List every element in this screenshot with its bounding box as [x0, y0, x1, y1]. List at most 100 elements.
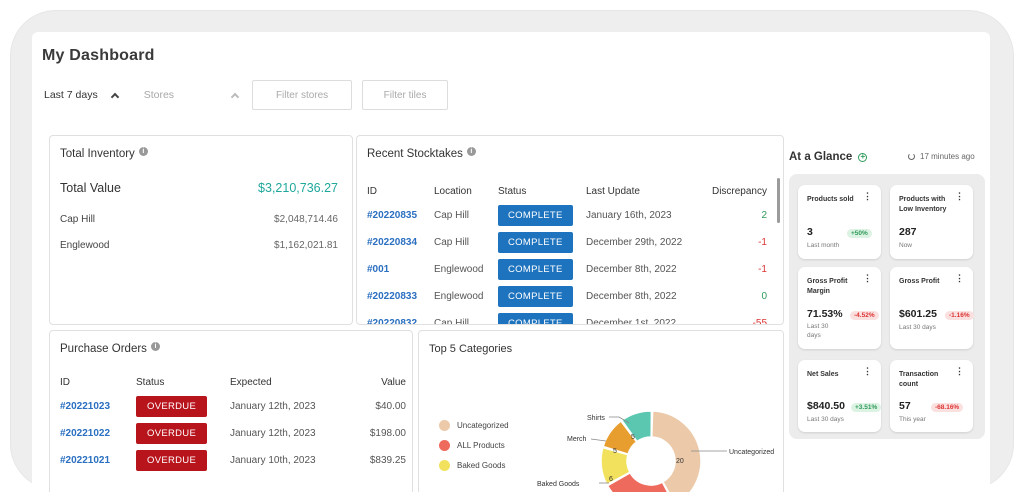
info-icon[interactable]: i	[150, 341, 160, 351]
location-cell: Cap Hill	[434, 210, 470, 221]
last-update-cell: December 8th, 2022	[586, 291, 677, 302]
total-value-row: Total Value $3,210,736.27	[60, 181, 338, 195]
discrepancy-cell: 0	[761, 291, 767, 302]
column-header: ID	[367, 185, 377, 197]
info-icon[interactable]: i	[466, 146, 476, 156]
tile-value: 57	[899, 400, 911, 412]
table-row: #20220833 Englewood COMPLETE December 8t…	[367, 283, 767, 310]
metric-tile[interactable]: Products sold ⋮ 3 +50% Last month	[798, 185, 881, 259]
tile-title: Transaction count	[899, 371, 939, 388]
purchase-order-id-link[interactable]: #20221021	[60, 455, 111, 466]
refresh-icon[interactable]	[908, 153, 915, 160]
donut-slice-merch[interactable]	[602, 420, 638, 455]
last-update-cell: December 8th, 2022	[586, 264, 677, 275]
more-options-icon[interactable]: ⋮	[863, 191, 872, 201]
change-badge: -68.16%	[931, 403, 964, 412]
status-badge: COMPLETE	[498, 259, 573, 280]
change-badge: -4.52%	[850, 311, 879, 320]
slice-label-baked-goods: Baked Goods	[537, 481, 580, 488]
column-header: Discrepancy	[711, 185, 767, 197]
metric-tile[interactable]: Net Sales ⋮ $840.50 +3.51% Last 30 days	[798, 360, 882, 432]
leader-line	[590, 438, 607, 442]
page-title: My Dashboard	[42, 47, 155, 64]
metric-tile[interactable]: Gross Profit ⋮ $601.25 -1.16% Last 30 da…	[890, 267, 974, 349]
legend-item[interactable]: ALL Products	[439, 435, 509, 455]
total-inventory-title: Total Inventory	[60, 148, 135, 160]
tile-value: 287	[899, 226, 917, 238]
table-row: #20221023 OVERDUE January 12th, 2023 $40…	[60, 393, 406, 420]
discrepancy-cell: 2	[761, 210, 767, 221]
date-range-dropdown[interactable]: Last 7 days	[44, 89, 119, 102]
donut-slice-baked-goods[interactable]	[600, 446, 631, 486]
purchase-order-id-link[interactable]: #20221023	[60, 401, 111, 412]
tile-title: Gross Profit	[899, 278, 940, 285]
metric-tile[interactable]: Transaction count ⋮ 57 -68.16% This year	[890, 360, 973, 432]
location-cell: Cap Hill	[434, 318, 470, 325]
table-row: #20220834 Cap Hill COMPLETE December 29t…	[367, 229, 767, 256]
stocktake-id-link[interactable]: #20220835	[367, 210, 418, 221]
stores-dropdown[interactable]: Stores	[144, 89, 240, 102]
table-header: ID Location Status Last Update Discrepan…	[367, 180, 767, 202]
tile-title: Gross Profit Margin	[807, 278, 848, 295]
tile-value: $840.50	[807, 400, 845, 412]
filter-stores-button[interactable]: Filter stores	[252, 80, 353, 110]
add-tile-icon[interactable]: +	[858, 152, 868, 162]
change-badge: +50%	[847, 229, 872, 238]
tile-value: 3	[807, 226, 813, 238]
card-title: Recent Stocktakes i	[367, 146, 476, 160]
slice-value-uncategorized: 20	[676, 458, 684, 465]
more-options-icon[interactable]: ⋮	[955, 191, 964, 201]
more-options-icon[interactable]: ⋮	[863, 366, 872, 376]
date-range-label: Last 7 days	[44, 89, 98, 101]
tile-period: Last 30 days	[807, 416, 844, 423]
slice-label-shirts: Shirts	[587, 415, 605, 422]
stocktake-id-link[interactable]: #20220834	[367, 237, 418, 248]
table-row: #001 Englewood COMPLETE December 8th, 20…	[367, 256, 767, 283]
donut-slice-uncategorized[interactable]	[651, 410, 702, 492]
tile-period: This year	[899, 416, 926, 423]
dashboard-screen: My Dashboard Last 7 days Stores Filter s…	[32, 32, 990, 492]
table-row: #20221021 OVERDUE January 10th, 2023 $83…	[60, 447, 406, 474]
stocktake-id-link[interactable]: #20220832	[367, 318, 418, 325]
chevron-up-icon	[230, 92, 240, 102]
purchase-orders-table: ID Status Expected Value #20221023 OVERD…	[60, 371, 406, 474]
tile-period: Last month	[807, 242, 840, 249]
status-badge: OVERDUE	[136, 396, 208, 417]
recent-stocktakes-title: Recent Stocktakes	[367, 148, 463, 160]
discrepancy-cell: -1	[758, 237, 767, 248]
more-options-icon[interactable]: ⋮	[955, 273, 964, 283]
legend-item[interactable]: Baked Goods	[439, 455, 509, 475]
expected-cell: January 10th, 2023	[230, 455, 316, 466]
slice-label-uncategorized: Uncategorized	[729, 449, 774, 456]
purchase-orders-title: Purchase Orders	[60, 343, 147, 355]
scrollbar[interactable]	[777, 178, 780, 223]
metric-tile[interactable]: Products with Low Inventory ⋮ 287 Now	[890, 185, 973, 259]
expected-cell: January 12th, 2023	[230, 428, 316, 439]
more-options-icon[interactable]: ⋮	[863, 273, 872, 283]
location-value: $1,162,021.81	[274, 240, 338, 251]
table-header: ID Status Expected Value	[60, 371, 406, 393]
tile-title: Products with Low Inventory	[899, 196, 947, 213]
status-badge: OVERDUE	[136, 450, 208, 471]
recent-stocktakes-card: Recent Stocktakes i ID Location Status L…	[356, 135, 784, 325]
info-icon[interactable]: i	[138, 146, 148, 156]
filter-tiles-button[interactable]: Filter tiles	[362, 80, 449, 110]
refresh-status[interactable]: 17 minutes ago	[908, 152, 975, 161]
glance-title-text: At a Glance	[789, 151, 853, 163]
location-value: $2,048,714.46	[274, 214, 338, 225]
location-cell: Englewood	[434, 264, 484, 275]
column-header: Status	[498, 185, 527, 197]
column-header: Location	[434, 185, 472, 197]
tile-period: Now	[899, 242, 913, 249]
legend-swatch	[439, 439, 450, 451]
metric-tile[interactable]: Gross Profit Margin ⋮ 71.53% -4.52% Last…	[798, 267, 881, 349]
purchase-orders-card: Purchase Orders i ID Status Expected Val…	[49, 330, 413, 492]
donut-slice-shirts[interactable]	[620, 410, 653, 443]
legend-item[interactable]: Uncategorized	[439, 415, 509, 435]
stocktake-id-link[interactable]: #20220833	[367, 291, 418, 302]
column-header: Value	[381, 376, 406, 388]
stocktake-id-link[interactable]: #001	[367, 264, 390, 275]
tile-period: Last 30 days	[899, 324, 936, 331]
purchase-order-id-link[interactable]: #20221022	[60, 428, 111, 439]
more-options-icon[interactable]: ⋮	[955, 366, 964, 376]
